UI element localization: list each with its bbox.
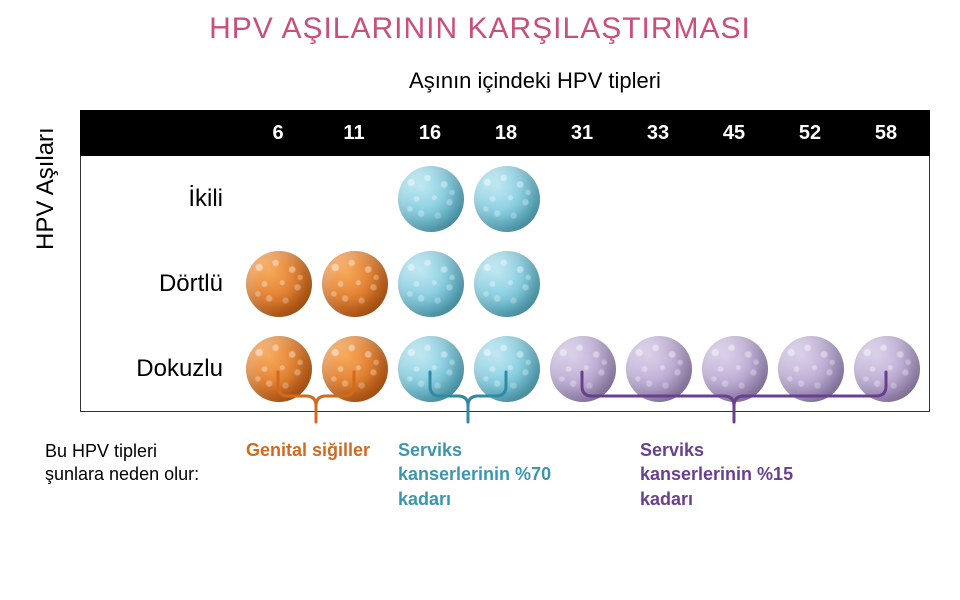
bracket-blue xyxy=(430,372,506,422)
virus-icon-blue xyxy=(474,251,540,317)
bracket-purple xyxy=(582,372,886,422)
header-type-45: 45 xyxy=(696,122,772,145)
subtitle: Aşının içindeki HPV tipleri xyxy=(0,46,960,94)
grid-cell xyxy=(317,156,393,241)
grid-cell xyxy=(849,241,925,326)
y-axis-label: HPV Aşıları xyxy=(32,127,60,250)
vaccine-row: Dörtlü xyxy=(81,241,929,326)
header-type-11: 11 xyxy=(316,122,392,145)
header-type-52: 52 xyxy=(772,122,848,145)
grid-cell xyxy=(849,156,925,241)
grid-cell xyxy=(697,241,773,326)
grid-cell xyxy=(545,156,621,241)
header-type-31: 31 xyxy=(544,122,620,145)
footer-lead-text: Bu HPV tipleri şunlara neden olur: xyxy=(45,440,215,487)
grid-cell xyxy=(393,156,469,241)
row-label: Dörtlü xyxy=(81,270,241,298)
grid-cell xyxy=(773,156,849,241)
grid-cell xyxy=(621,156,697,241)
virus-icon-blue xyxy=(398,251,464,317)
grid-cell xyxy=(241,241,317,326)
grid-cell xyxy=(469,156,545,241)
virus-icon-orange xyxy=(246,251,312,317)
grid-cell xyxy=(545,241,621,326)
grid-cell xyxy=(773,241,849,326)
virus-icon-blue xyxy=(474,166,540,232)
group-brackets xyxy=(80,370,930,420)
grid-cell xyxy=(241,156,317,241)
header-type-16: 16 xyxy=(392,122,468,145)
vaccine-row: İkili xyxy=(81,156,929,241)
caption-orange: Genital siğiller xyxy=(246,438,396,462)
virus-icon-orange xyxy=(322,251,388,317)
virus-icon-blue xyxy=(398,166,464,232)
grid-cell xyxy=(469,241,545,326)
main-title: HPV AŞILARININ KARŞILAŞTIRMASI xyxy=(0,0,960,46)
comparison-table: 61116183133455258 İkiliDörtlüDokuzlu xyxy=(80,110,930,412)
caption-blue: Serviks kanserlerinin %70 kadarı xyxy=(398,438,558,511)
grid-cell xyxy=(621,241,697,326)
header-type-33: 33 xyxy=(620,122,696,145)
caption-purple: Serviks kanserlerinin %15 kadarı xyxy=(640,438,820,511)
header-type-58: 58 xyxy=(848,122,924,145)
row-label: İkili xyxy=(81,185,241,213)
bracket-orange xyxy=(278,372,354,422)
header-type-18: 18 xyxy=(468,122,544,145)
header-type-6: 6 xyxy=(240,122,316,145)
header-row: 61116183133455258 xyxy=(80,110,930,156)
grid-cell xyxy=(697,156,773,241)
grid-cell xyxy=(317,241,393,326)
grid-cell xyxy=(393,241,469,326)
